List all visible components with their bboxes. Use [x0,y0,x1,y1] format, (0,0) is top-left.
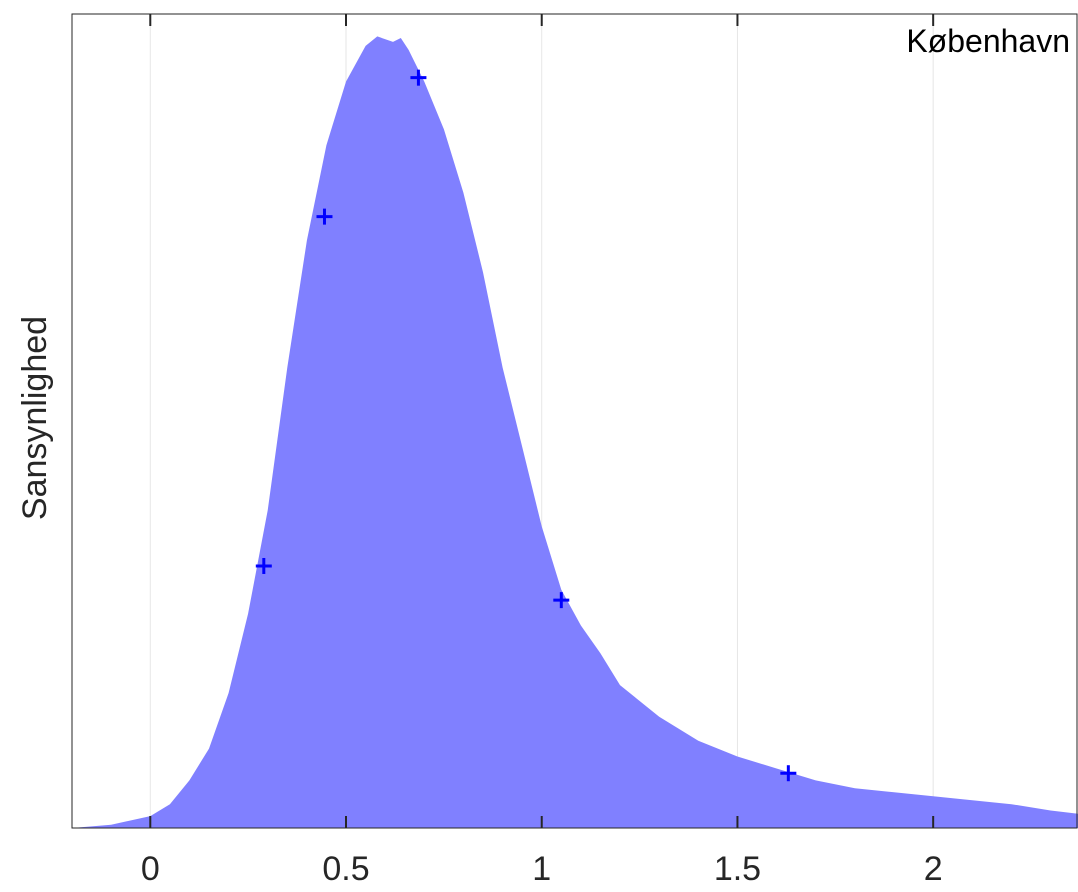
tick-layer: 0 0.5 1 1.5 2 [141,14,943,888]
quantile-marker [316,208,333,225]
x-tick-label: 2 [924,850,943,888]
quantile-marker [255,557,272,574]
quantile-marker [780,765,797,782]
x-tick-label: 0 [141,850,160,888]
x-tick-label: 1.5 [714,850,761,888]
axes-box [71,13,1078,829]
quantile-marker [553,592,570,609]
density-area [72,36,1078,828]
y-axis-label: Sansynlighed [16,316,54,520]
x-tick-label: 1 [532,850,551,888]
x-tick-label: 0.5 [322,850,369,888]
location-annotation: København [906,23,1070,59]
marker-layer [255,69,797,782]
quantile-marker [410,69,427,86]
